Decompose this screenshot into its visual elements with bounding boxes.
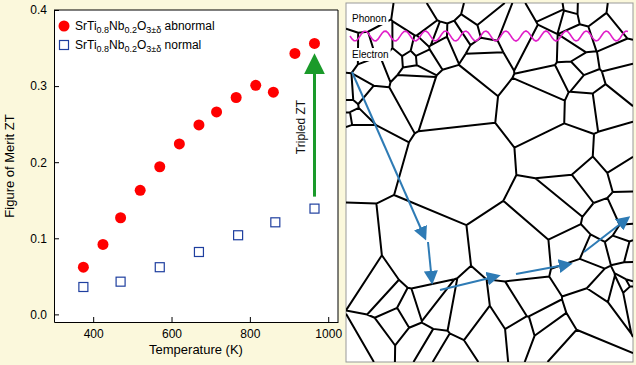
label-patch (350, 48, 391, 61)
legend-marker (60, 41, 69, 50)
y-tick-label: 0.3 (30, 79, 47, 93)
legend-text-part: Sr (75, 19, 87, 33)
data-point (231, 92, 242, 103)
legend-text-part: Nb (109, 38, 125, 52)
data-point (193, 119, 204, 130)
y-tick-mark (54, 162, 59, 163)
schematic: Phonon Electron (346, 3, 633, 362)
series-0 (78, 38, 320, 273)
data-point (115, 212, 126, 223)
x-axis-title: Temperature (K) (149, 342, 243, 357)
x-tick-label: 600 (162, 327, 182, 341)
data-point (309, 38, 320, 49)
data-point (194, 247, 203, 256)
x-axis-line (55, 322, 339, 323)
x-tick: 400 (84, 317, 104, 341)
annotation-arrow (313, 57, 316, 196)
legend: SrTi0.8Nb0.2O3±δ abnormalSrTi0.8Nb0.2O3±… (59, 19, 215, 54)
legend-text-part: Sr (75, 38, 87, 52)
x-tick-mark (328, 317, 329, 322)
plot-area (54, 10, 338, 322)
data-point (174, 138, 185, 149)
background (0, 0, 636, 365)
data-point (211, 106, 222, 117)
electron-path (440, 276, 498, 290)
schematic-label: Phonon (352, 13, 386, 24)
x-tick-mark (172, 317, 173, 322)
data-point (289, 48, 300, 59)
legend-marker (59, 21, 70, 32)
legend-label: SrTi0.8Nb0.2O3±δ abnormal (75, 19, 215, 35)
data-point (135, 185, 146, 196)
chart-svg: 400 600 800 1000 0.0 0.1 0.2 0.3 0.4 Temperature … (0, 0, 636, 365)
legend-text-subscript: 3±δ (146, 25, 161, 35)
legend-text-part: normal (161, 38, 201, 52)
series-1 (79, 204, 319, 291)
x-tick: 800 (240, 317, 260, 341)
legend-text-subscript: 0.8 (97, 25, 110, 35)
legend-text-subscript: 0.2 (124, 44, 137, 54)
y-tick-label: 0.4 (30, 3, 47, 17)
legend-text-part: O (137, 38, 146, 52)
electron-path (584, 218, 628, 252)
chart-root: 400 600 800 1000 0.0 0.1 0.2 0.3 0.4 Temperature … (0, 0, 636, 365)
legend-text-subscript: 0.8 (97, 44, 110, 54)
data-point (97, 239, 108, 250)
data-point (154, 161, 165, 172)
data-point (155, 263, 164, 272)
y-tick-label: 0.1 (30, 232, 47, 246)
y-tick: 0.1 (30, 232, 59, 246)
x-tick-label: 800 (240, 327, 260, 341)
y-axis: 0.0 0.1 0.2 0.3 0.4 (30, 3, 59, 322)
marks (78, 38, 320, 292)
legend-label: SrTi0.8Nb0.2O3±δ normal (75, 38, 201, 54)
data-point (234, 231, 243, 240)
y-tick-mark (54, 314, 59, 315)
data-point (79, 282, 88, 291)
data-point (268, 87, 279, 98)
y-tick: 0.3 (30, 79, 59, 93)
y-axis-line (54, 11, 55, 323)
y-tick: 0.0 (30, 308, 59, 322)
data-point (78, 262, 89, 273)
schematic-label: Electron (352, 49, 389, 60)
y-tick-mark (54, 238, 59, 239)
legend-text-part: O (137, 19, 146, 33)
y-axis-title: Figure of Merit ZT (2, 114, 17, 217)
label-patch (350, 12, 388, 25)
y-tick-label: 0.2 (30, 156, 47, 170)
x-tick-mark (93, 317, 94, 322)
x-tick: 600 (162, 317, 182, 341)
y-tick: 0.2 (30, 156, 59, 170)
data-point (116, 277, 125, 286)
x-tick-label: 1000 (315, 327, 342, 341)
electron-path (352, 72, 425, 238)
legend-text-part: Ti (87, 38, 97, 52)
x-tick-label: 400 (84, 327, 104, 341)
legend-text-subscript: 0.2 (124, 25, 137, 35)
annotation-label: Tripled ZT (294, 99, 308, 154)
phonon-wave (350, 31, 628, 41)
legend-text-part: Ti (87, 19, 97, 33)
legend-text-subscript: 3±δ (146, 44, 161, 54)
y-tick-label: 0.0 (30, 308, 47, 322)
legend-text-part: abnormal (161, 19, 214, 33)
y-tick-mark (54, 86, 59, 87)
electron-path (516, 264, 570, 274)
data-point (310, 204, 319, 213)
electron-path (428, 242, 432, 282)
data-point (271, 218, 280, 227)
x-axis: 400 600 800 1000 (55, 317, 343, 341)
data-point (250, 80, 261, 91)
schematic-panel (346, 3, 633, 362)
legend-text-part: Nb (109, 19, 125, 33)
x-tick-mark (250, 317, 251, 322)
grain-boundaries (346, 3, 633, 362)
plot-frame (54, 10, 338, 322)
